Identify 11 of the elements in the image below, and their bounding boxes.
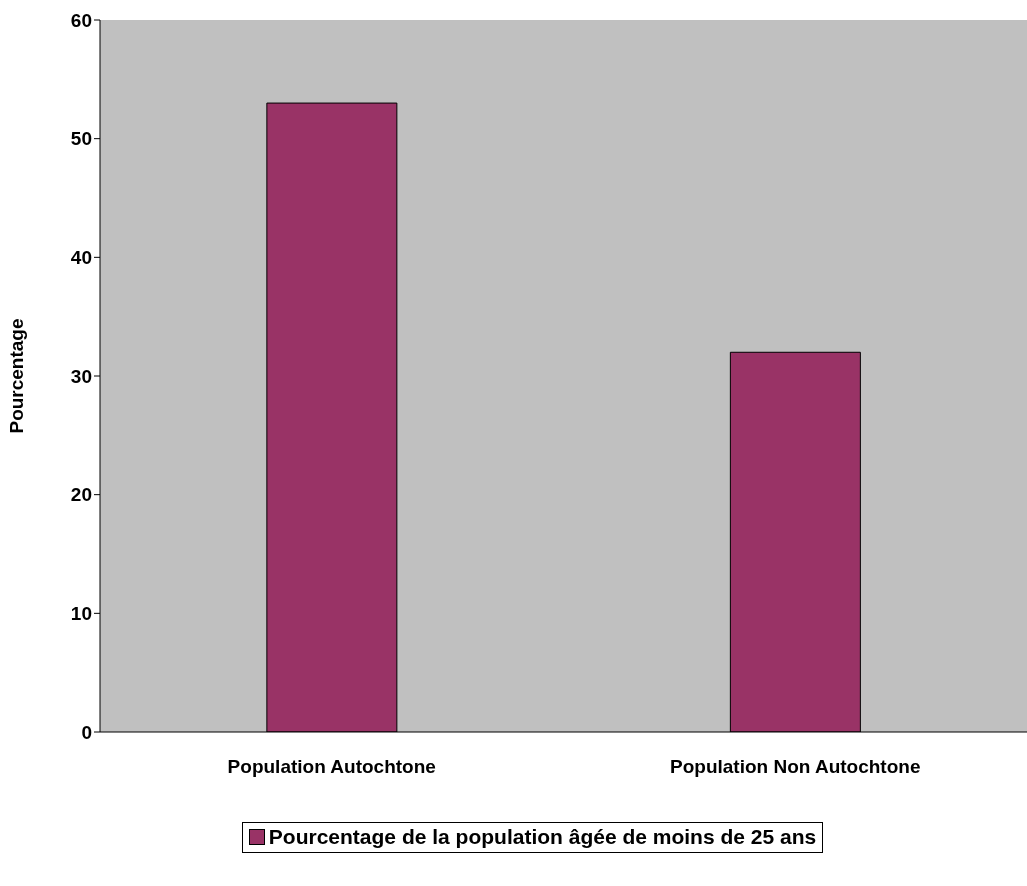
y-tick-label: 60	[70, 9, 92, 31]
y-tick-label: 20	[70, 484, 92, 506]
y-tick-label: 10	[70, 603, 92, 625]
y-axis-title: Pourcentage	[5, 318, 27, 434]
x-tick-label: Population Autochtone	[227, 756, 436, 778]
legend-label: Pourcentage de la population âgée de moins de 25 ans	[268, 825, 817, 849]
y-tick-label: 50	[70, 128, 92, 150]
y-tick-label: 30	[70, 365, 92, 387]
y-tick-label: 0	[81, 721, 92, 743]
y-tick-label: 40	[70, 247, 92, 269]
x-tick-label: Population Non Autochtone	[670, 756, 921, 778]
